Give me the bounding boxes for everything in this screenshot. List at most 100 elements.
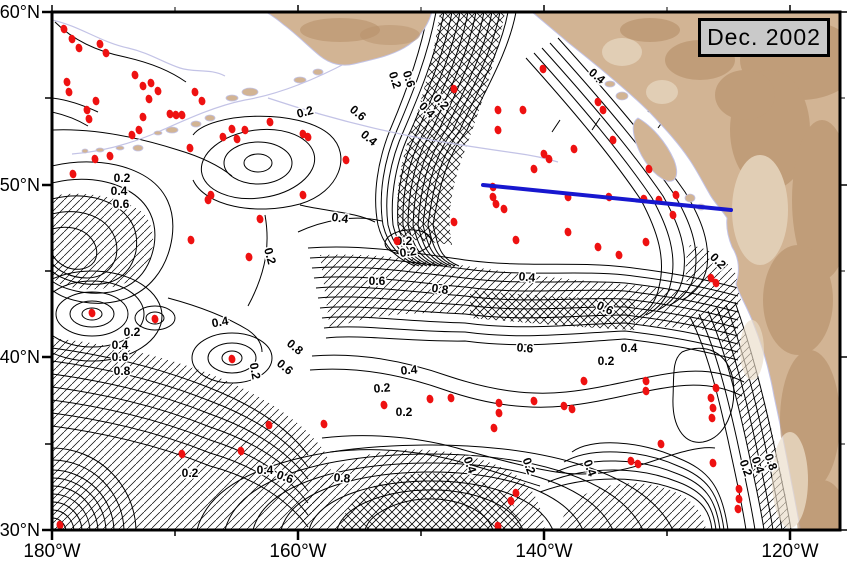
station-dot	[539, 64, 547, 74]
station-dot	[191, 87, 199, 97]
station-dot	[564, 227, 572, 237]
x-tick-label: 140°W	[515, 541, 572, 562]
station-dot	[265, 420, 273, 430]
station-dot	[450, 217, 458, 227]
station-dot	[166, 109, 174, 119]
station-dot	[707, 393, 715, 403]
station-dot	[645, 164, 653, 174]
x-tick-label: 120°W	[761, 541, 818, 562]
station-dot	[154, 86, 162, 96]
station-dot	[63, 77, 71, 87]
station-dot	[512, 488, 520, 498]
station-dot	[380, 400, 388, 410]
contour-label: 0.6	[113, 197, 130, 211]
station-dot	[172, 110, 180, 120]
station-dot	[627, 456, 635, 466]
station-dot-layer	[56, 24, 743, 529]
contour-label: 0.2	[598, 354, 615, 368]
contour-label: 0.2	[396, 405, 413, 419]
date-label: Dec. 2002	[707, 24, 821, 50]
station-dot	[657, 439, 665, 449]
station-dot	[734, 504, 742, 514]
station-dot	[519, 105, 527, 115]
station-dot	[228, 124, 236, 134]
station-dot	[92, 96, 100, 106]
contour-label: 0.4	[211, 314, 230, 331]
station-dot	[507, 496, 515, 506]
station-dot	[145, 94, 153, 104]
contour-label: 0.6	[112, 350, 129, 364]
station-dot	[707, 273, 715, 283]
station-dot	[580, 376, 588, 386]
station-dot	[530, 164, 538, 174]
station-dot	[447, 393, 455, 403]
contour-label: 0.8	[431, 281, 450, 297]
station-dot	[102, 48, 110, 58]
station-dot	[450, 84, 458, 94]
contour-label: 0.2	[261, 246, 279, 266]
contour-label: 0.4	[111, 184, 128, 198]
survey-track-line	[481, 183, 733, 212]
station-dot	[83, 105, 91, 115]
station-dot	[594, 97, 602, 107]
station-dot	[342, 155, 350, 165]
station-dot	[615, 250, 623, 260]
contour-label-layer: 0.20.40.60.2 0.60.40.20.60.40.20.40.40.20…	[109, 64, 782, 488]
station-dot	[560, 401, 568, 411]
contour-label: 0.6	[516, 340, 534, 355]
aleutian-islands	[81, 68, 706, 211]
station-dot	[489, 192, 497, 202]
contour-label: 0.4	[257, 463, 274, 477]
contour-label: 0.2	[247, 362, 264, 381]
contour-label: 0.4	[621, 341, 638, 355]
contour-label: 0.2	[182, 466, 199, 480]
shelf-outlines	[53, 19, 559, 163]
contour-label: 0.2	[386, 70, 405, 91]
station-dot	[178, 110, 186, 120]
station-dot	[495, 408, 503, 418]
contour-label: 0.2	[295, 103, 315, 121]
contour-label: 0.6	[400, 69, 419, 90]
station-dot	[91, 154, 99, 164]
station-dot	[545, 154, 553, 164]
station-dot	[151, 314, 159, 324]
station-dot	[241, 125, 249, 135]
station-dot	[131, 70, 139, 80]
station-dot	[495, 398, 503, 408]
station-dot	[540, 149, 548, 159]
contour-label: 0.6	[369, 274, 386, 288]
station-dot	[75, 43, 83, 53]
station-dot	[642, 376, 650, 386]
station-dot	[69, 169, 77, 179]
station-dot	[233, 134, 241, 144]
station-dot	[299, 190, 307, 200]
y-tick-label: 40°N	[0, 347, 40, 367]
land-texture	[602, 18, 839, 529]
station-dot	[494, 105, 502, 115]
station-dot	[426, 394, 434, 404]
land-masses	[81, 13, 839, 529]
station-dot	[494, 521, 502, 529]
station-dot	[634, 459, 642, 469]
station-dot	[106, 151, 114, 161]
station-dot	[135, 125, 143, 135]
station-dot	[672, 190, 680, 200]
station-dot	[139, 112, 147, 122]
station-dot	[60, 24, 68, 34]
y-tick-label: 60°N	[0, 2, 40, 22]
station-dot	[219, 132, 227, 142]
vancouver-island	[632, 117, 678, 182]
contour-label: 0.4	[112, 338, 129, 352]
station-dot	[147, 78, 155, 88]
station-dot	[96, 39, 104, 49]
station-dot	[570, 144, 578, 154]
station-dot	[228, 354, 236, 364]
station-dot	[512, 235, 520, 245]
y-tick-label: 50°N	[0, 175, 40, 195]
contour-label: 0.4	[400, 362, 418, 377]
station-dot	[709, 458, 717, 468]
station-dot	[187, 235, 195, 245]
station-dot	[669, 210, 677, 220]
